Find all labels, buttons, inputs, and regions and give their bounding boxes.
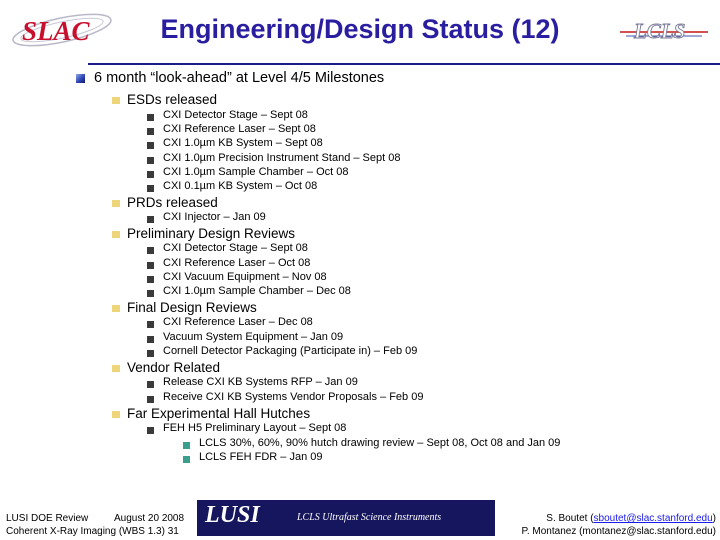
contact-line-2: P. Montanez (montanez@slac.stanford.edu): [521, 526, 716, 537]
bullet-icon: [112, 411, 120, 418]
bullet-icon: [112, 305, 120, 312]
contact1-close: ): [712, 513, 716, 524]
lcls-logo-text: LCLS: [633, 19, 685, 43]
section-label: ESDs released: [127, 92, 218, 107]
bullet-icon: [147, 114, 154, 121]
footer-date: August 20 2008: [114, 513, 185, 524]
bullet-icon: [147, 142, 154, 149]
list-item: Vacuum System Equipment – Jan 09: [163, 331, 344, 343]
bullet-icon: [147, 185, 154, 192]
list-item: FEH H5 Preliminary Layout – Sept 08: [163, 422, 347, 434]
list-item: CXI Reference Laser – Sept 08: [163, 123, 316, 135]
lusi-tagline: LCLS Ultrafast Science Instruments: [297, 512, 442, 523]
list-item: CXI Injector – Jan 09: [163, 211, 266, 223]
lusi-banner: LUSI LCLS Ultrafast Science Instruments: [197, 500, 495, 536]
list-item: CXI Detector Stage – Sept 08: [163, 242, 308, 254]
section-label: PRDs released: [127, 195, 218, 210]
contact-line-1: S. Boutet (sboutet@slac.stanford.edu): [521, 512, 716, 525]
slide-header: SLAC Engineering/Design Status (12) LCLS: [0, 0, 720, 65]
contact1-email-link[interactable]: sboutet@slac.stanford.edu: [593, 513, 713, 524]
list-item: CXI Detector Stage – Sept 08: [163, 109, 308, 121]
bullet-icon: [183, 442, 190, 449]
bullet-icon: [147, 381, 154, 388]
bullet-icon: [147, 247, 154, 254]
footer-contacts: S. Boutet (sboutet@slac.stanford.edu) P.…: [521, 512, 716, 538]
bullet-icon: [147, 427, 154, 434]
footer-wbs: Coherent X-Ray Imaging (WBS 1.3): [6, 526, 165, 537]
bullet-icon: [147, 216, 154, 223]
slac-logo-text: SLAC: [22, 16, 91, 46]
list-item: CXI 1.0µm Sample Chamber – Oct 08: [163, 166, 349, 178]
list-item: CXI 1.0µm Sample Chamber – Dec 08: [163, 285, 351, 297]
bullet-icon: [147, 262, 154, 269]
sub-list-item: LCLS FEH FDR – Jan 09: [199, 451, 323, 463]
bullet-icon: [147, 396, 154, 403]
section-label: Vendor Related: [127, 360, 221, 375]
bullet-icon: [147, 321, 154, 328]
list-item: Cornell Detector Packaging (Participate …: [163, 345, 418, 357]
title-rule: [88, 63, 720, 65]
bullet-icon: [147, 171, 154, 178]
bullet-icon: [147, 290, 154, 297]
sub-list-item: LCLS 30%, 60%, 90% hutch drawing review …: [199, 437, 561, 449]
list-item: CXI 1.0µm KB System – Sept 08: [163, 137, 323, 149]
list-item: CXI 1.0µm Precision Instrument Stand – S…: [163, 152, 401, 164]
contact1-name: S. Boutet (: [546, 513, 594, 524]
bullet-icon: [147, 128, 154, 135]
section-label: Far Experimental Hall Hutches: [127, 406, 311, 421]
list-item: CXI Vacuum Equipment – Nov 08: [163, 271, 327, 283]
lusi-logo-word: LUSI: [205, 502, 260, 528]
list-item: Receive CXI KB Systems Vendor Proposals …: [163, 391, 424, 403]
bullet-icon: [147, 276, 154, 283]
slac-logo: SLAC: [12, 13, 112, 47]
footer-left: LUSI DOE Review August 20 2008 Coherent …: [6, 512, 184, 538]
bullet-icon: [112, 231, 120, 238]
page-number: 31: [167, 526, 179, 537]
bullet-icon: [147, 157, 154, 164]
bullet-icon: [112, 200, 120, 207]
bullet-icon: [147, 336, 154, 343]
bullet-icon: [112, 97, 120, 104]
list-item: CXI Reference Laser – Oct 08: [163, 257, 311, 269]
list-item: CXI 0.1µm KB System – Oct 08: [163, 180, 318, 192]
bullet-icon: [147, 350, 154, 357]
footer-review: LUSI DOE Review: [6, 513, 89, 524]
section-label: Preliminary Design Reviews: [127, 226, 296, 241]
outline-heading: 6 month “look-ahead” at Level 4/5 Milest…: [94, 70, 385, 86]
section-label: Final Design Reviews: [127, 300, 257, 315]
bullet-icon: [76, 74, 85, 83]
bullet-icon: [112, 365, 120, 372]
bullet-icon: [183, 456, 190, 463]
list-item: Release CXI KB Systems RFP – Jan 09: [163, 376, 358, 388]
lcls-logo: LCLS: [620, 19, 708, 43]
page-title: Engineering/Design Status (12): [160, 14, 560, 44]
list-item: CXI Reference Laser – Dec 08: [163, 316, 313, 328]
footer-wbs-line: Coherent X-Ray Imaging (WBS 1.3) 31: [6, 525, 179, 538]
